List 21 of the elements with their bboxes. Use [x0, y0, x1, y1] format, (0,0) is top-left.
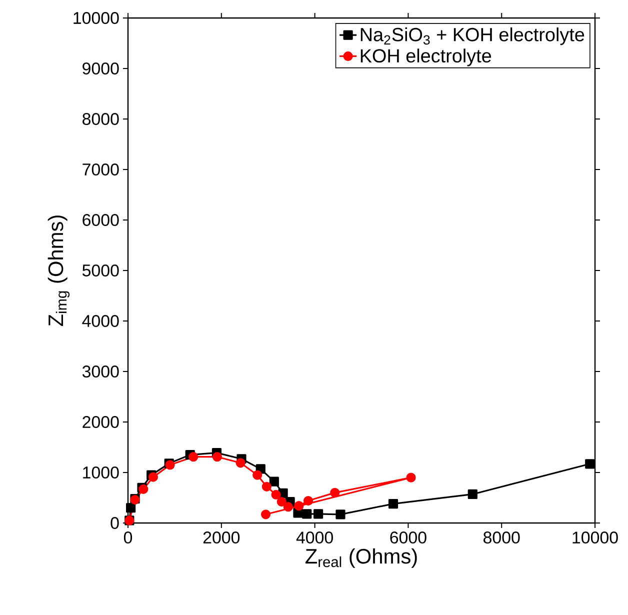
x-tick-label: 2000	[203, 532, 240, 544]
x-tick-label: 8000	[484, 532, 520, 544]
y-tick-label: 7000	[82, 164, 119, 176]
x-tick-label: 4000	[296, 532, 333, 544]
y-tick-label: 10000	[74, 12, 119, 24]
y-tick-label: 3000	[82, 366, 119, 378]
y-tick-label: 2000	[82, 416, 119, 428]
y-axis-title: Z$_{img}$ (Ohms)	[48, 216, 70, 326]
y-tick-label: 5000	[82, 264, 119, 276]
x-axis-title: Z$_{real}$ (Ohms)	[306, 548, 417, 568]
legend-label: KOH electrolyte	[360, 48, 492, 66]
y-tick-label: 0	[110, 517, 119, 529]
y-tick-label: 4000	[82, 315, 119, 327]
x-tick-label: 0	[124, 532, 132, 544]
x-tick-label: 10000	[572, 532, 618, 544]
y-tick-label: 1000	[83, 466, 119, 478]
legend-label: Na$_{2}$SiO$_{3}$ + KOH electrolyte	[360, 27, 584, 46]
y-tick-label: 8000	[82, 113, 119, 125]
x-tick-label: 6000	[390, 532, 426, 544]
y-tick-label: 6000	[82, 214, 119, 226]
y-tick-label: 9000	[82, 62, 119, 74]
